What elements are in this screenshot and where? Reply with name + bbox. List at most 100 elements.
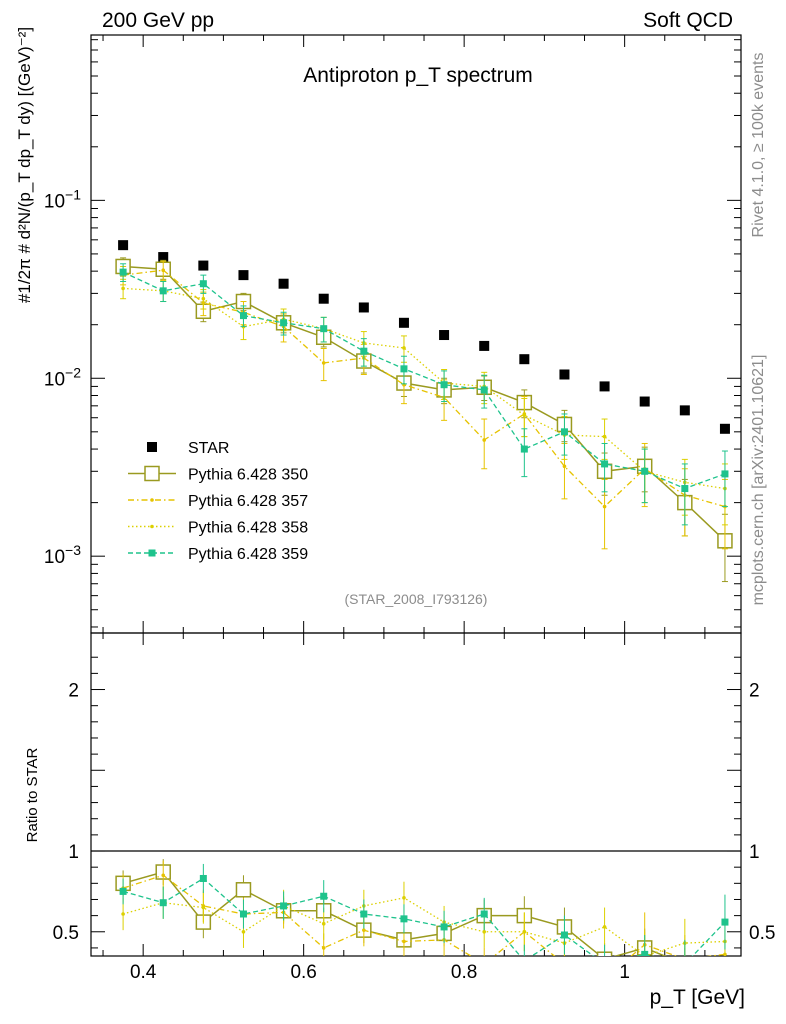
ratio-panel: 0.4 0.6 0.8 1 0.5 0.5 1 1 2 2 (53, 632, 775, 983)
series-2-ratio-point (362, 928, 366, 932)
series-4-ratio-point (641, 950, 649, 956)
series-0-point (559, 369, 570, 380)
series-4-ratio-point (360, 910, 368, 918)
series-2-ratio-point (603, 977, 607, 981)
series-2-point (321, 361, 326, 365)
series-4-ratio-point (199, 874, 207, 882)
ratio-axis-label: Ratio to STAR (24, 747, 41, 842)
series-0-point (158, 252, 169, 263)
x-tick-label: 0.6 (290, 962, 316, 983)
chart-title: Antiproton p_T spectrum (303, 64, 533, 87)
series-4-ratio-point (560, 931, 568, 939)
series-2-line (123, 269, 726, 508)
main-panel: 10−3 10−2 10−1 (44, 34, 742, 634)
ratio-tick-label: 2 (749, 681, 760, 702)
series-4-point (520, 445, 528, 453)
series-4-point (159, 287, 167, 295)
series-4-ratio-point (440, 923, 448, 931)
series-3-point (201, 296, 206, 301)
series-0-point (479, 340, 490, 351)
series-1-line (123, 265, 726, 542)
ratio-frame (90, 632, 742, 957)
legend-item-2-marker (150, 498, 154, 502)
series-4-point (440, 381, 448, 389)
series-4-point (239, 312, 247, 320)
series-2-ratio-line (122, 874, 726, 956)
x-tick-label: 0.4 (130, 962, 157, 983)
ratio-tick-label: 1 (749, 842, 760, 863)
series-4-ratio-point (601, 961, 608, 968)
series-4-ratio-point (320, 892, 328, 900)
series-4-point (400, 365, 408, 373)
series-4-point (119, 268, 127, 276)
series-0-point (519, 354, 530, 365)
series-1-ratio-point (235, 882, 252, 898)
series-1-ratio-line (122, 871, 667, 956)
legend-item-0-label: STAR (188, 440, 229, 457)
series-2-ratio-point (482, 962, 486, 966)
series-4-ratio-point (521, 957, 528, 964)
series-0-point (679, 405, 690, 416)
series-0-point (238, 270, 249, 281)
series-4-point (681, 485, 689, 493)
ratio-tick-label: 0.5 (53, 923, 79, 944)
y-tick-label: 10−3 (44, 542, 81, 568)
legend-item-3-label: Pythia 6.428 358 (188, 520, 308, 537)
series-4-ratio-point (119, 887, 127, 895)
main-frame (90, 34, 742, 634)
series-3-point (402, 346, 406, 350)
x-axis-label: p_T [GeV] (650, 986, 745, 1009)
series-4-point (601, 460, 609, 468)
series-3-point (602, 434, 607, 439)
series-0-point (278, 278, 289, 289)
series-0-point (599, 381, 610, 392)
series-4-ratio-point (480, 910, 488, 918)
legend-item-1-marker (144, 465, 160, 482)
series-4-ratio-point (400, 915, 408, 923)
legend-item-4-label: Pythia 6.428 359 (188, 546, 308, 563)
series-2-point (161, 268, 166, 272)
mcplots-label: mcplots.cern.ch [arXiv:2401.10621] (750, 355, 767, 606)
series-4-point (560, 428, 568, 436)
legend: STAR Pythia 6.428 350 Pythia 6.428 357 Pyth… (128, 440, 308, 563)
ratio-series-group (115, 859, 732, 981)
rivet-label: Rivet 4.1.0, ≥ 100k events (750, 53, 767, 238)
series-3-ratio-point (321, 921, 326, 926)
ratio-tick-label: 2 (68, 681, 79, 702)
series-0-point (639, 396, 650, 407)
series-3-ratio-line (122, 897, 725, 956)
legend-item-3-marker (150, 524, 154, 529)
x-tick-label: 1 (619, 962, 630, 983)
series-4-point (320, 325, 328, 333)
series-0-point (719, 423, 730, 434)
series-2-point (482, 438, 487, 442)
series-4-ratio-point (159, 899, 167, 907)
series-2-ratio-point (161, 873, 166, 878)
series-2-point (562, 464, 567, 469)
series-4-ratio-point (721, 918, 729, 926)
ratio-tick-label: 1 (68, 842, 79, 863)
series-3-ratio-point (522, 929, 527, 934)
series-2-ratio-point (563, 962, 567, 966)
series-4-point (199, 280, 207, 288)
series-0-point (358, 302, 369, 313)
series-1-ratio-point (718, 967, 732, 981)
series-3-point (522, 413, 527, 418)
series-2-point (602, 504, 607, 509)
series-4-point (360, 347, 368, 355)
series-3-ratio-point (241, 929, 246, 934)
header-right: Soft QCD (643, 9, 733, 32)
series-3-ratio-point (201, 905, 206, 910)
y-tick-label: 10−2 (44, 364, 81, 390)
series-4-line (122, 271, 726, 490)
x-tick-label: 0.8 (451, 962, 477, 983)
series-2-ratio-point (683, 957, 687, 961)
series-3-ratio-point (602, 925, 607, 929)
series-3-ratio-point (121, 912, 125, 916)
series-0-point (198, 260, 209, 271)
series-4-ratio-line (122, 877, 726, 956)
series-3-ratio-point (402, 896, 406, 900)
series-4-ratio-point (239, 910, 247, 918)
series-4-point (721, 470, 729, 478)
